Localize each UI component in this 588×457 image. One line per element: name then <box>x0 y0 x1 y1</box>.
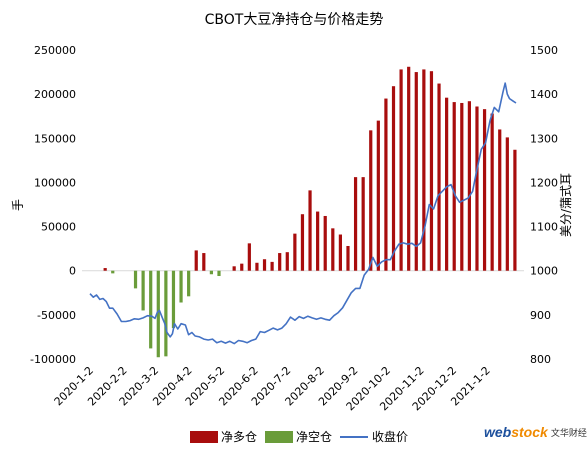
price-line-series <box>89 82 517 345</box>
net-long-bar <box>407 66 411 271</box>
logo-stock-text: stock <box>511 424 548 440</box>
y-right-tick-label: 800 <box>530 353 551 366</box>
net-long-bar <box>429 71 434 271</box>
y-left-tick-label: 0 <box>69 265 76 278</box>
net-long-bar <box>369 130 373 271</box>
net-long-bar <box>482 109 487 271</box>
y-left-tick-label: -50000 <box>37 309 76 322</box>
net-long-bar <box>323 215 327 271</box>
legend-swatch-net-long <box>190 430 218 443</box>
legend-item-close-price: 收盘价 <box>340 428 408 445</box>
chart-title: CBOT大豆净持仓与价格走势 <box>205 12 384 28</box>
x-axis-ticks: 2020-1-22020-2-22020-3-22020-4-22020-5-2… <box>52 364 493 413</box>
net-short-bar <box>217 270 221 277</box>
legend-label-net-long: 净多仓 <box>221 430 258 444</box>
y-right-tick-label: 1500 <box>530 44 558 57</box>
y-right-tick-label: 1200 <box>530 176 558 189</box>
net-long-bar <box>361 177 365 271</box>
y-left-tick-label: 200000 <box>34 88 76 101</box>
bar-series <box>103 66 517 358</box>
net-long-bar <box>202 253 206 271</box>
net-long-bar <box>262 259 267 271</box>
net-short-bar <box>164 270 168 357</box>
y-right-tick-label: 1300 <box>530 132 558 145</box>
webstock-logo: web stock 文华财经 <box>484 424 587 440</box>
net-long-bar <box>316 211 320 271</box>
net-long-bar <box>270 261 274 271</box>
y-axis-right-label: 美分/蒲式耳 <box>559 173 573 237</box>
y-right-tick-label: 1100 <box>530 221 558 234</box>
net-long-bar <box>300 214 305 271</box>
y-right-tick-label: 1400 <box>530 88 558 101</box>
legend-label-net-short: 净空仓 <box>296 430 333 444</box>
net-long-bar <box>240 263 244 271</box>
net-long-bar <box>338 234 342 271</box>
legend-swatch-net-short <box>265 430 294 443</box>
net-long-bar <box>505 137 509 271</box>
y-left-tick-label: 250000 <box>34 44 76 57</box>
net-long-bar <box>293 233 297 271</box>
legend-swatch-close-price <box>340 435 369 438</box>
y-left-tick-label: -100000 <box>30 353 76 366</box>
net-short-bar <box>133 270 138 289</box>
net-long-bar <box>247 243 251 271</box>
y-right-tick-label: 900 <box>530 309 551 322</box>
legend-item-net-long: 净多仓 <box>190 428 257 445</box>
net-long-bar <box>414 72 418 271</box>
y-right-tick-label: 1000 <box>530 265 558 278</box>
net-long-bar <box>437 83 441 271</box>
net-long-bar <box>513 149 517 271</box>
chart-legend: 净多仓 净空仓 收盘价 <box>190 428 416 445</box>
net-short-bar <box>209 270 214 275</box>
net-short-bar <box>156 270 160 358</box>
legend-label-close-price: 收盘价 <box>372 430 409 444</box>
net-short-bar <box>187 270 191 297</box>
net-long-bar <box>308 190 312 271</box>
net-long-bar <box>445 97 449 271</box>
close-price-line <box>89 82 517 345</box>
net-long-bar <box>331 228 335 271</box>
net-long-bar <box>376 120 380 271</box>
legend-item-net-short: 净空仓 <box>265 428 332 445</box>
logo-web-text: web <box>484 424 512 440</box>
y-left-tick-label: 50000 <box>41 221 76 234</box>
net-long-bar <box>285 252 289 271</box>
logo-cn-text: 文华财经 <box>550 427 587 438</box>
net-long-bar <box>490 113 494 271</box>
net-short-bar <box>179 270 183 303</box>
net-long-bar <box>467 101 471 271</box>
net-long-bar <box>278 253 282 271</box>
net-long-bar <box>391 86 396 271</box>
net-short-bar <box>141 270 145 311</box>
y-left-tick-label: 150000 <box>34 132 76 145</box>
net-long-bar <box>384 98 388 271</box>
net-long-bar <box>460 102 464 271</box>
net-long-bar <box>422 69 426 271</box>
y-axis-right-ticks: 1500 1400 1300 1200 1100 1000 900 800 <box>530 44 558 366</box>
y-left-tick-label: 100000 <box>34 176 76 189</box>
net-long-bar <box>498 129 502 271</box>
net-short-bar <box>149 270 153 349</box>
net-long-bar <box>103 268 107 271</box>
net-long-bar <box>475 106 479 271</box>
net-short-bar <box>171 270 176 329</box>
net-long-bar <box>194 250 198 271</box>
y-axis-left-ticks: 250000 200000 150000 100000 50000 0 -50000 -100… <box>30 44 76 366</box>
net-long-bar <box>452 102 456 271</box>
net-long-bar <box>232 266 236 271</box>
net-long-bar <box>399 69 403 271</box>
y-axis-left-label: 手 <box>11 199 25 211</box>
net-long-bar <box>255 262 259 271</box>
net-long-bar <box>353 177 358 271</box>
net-short-bar <box>111 270 115 274</box>
net-long-bar <box>346 245 350 271</box>
